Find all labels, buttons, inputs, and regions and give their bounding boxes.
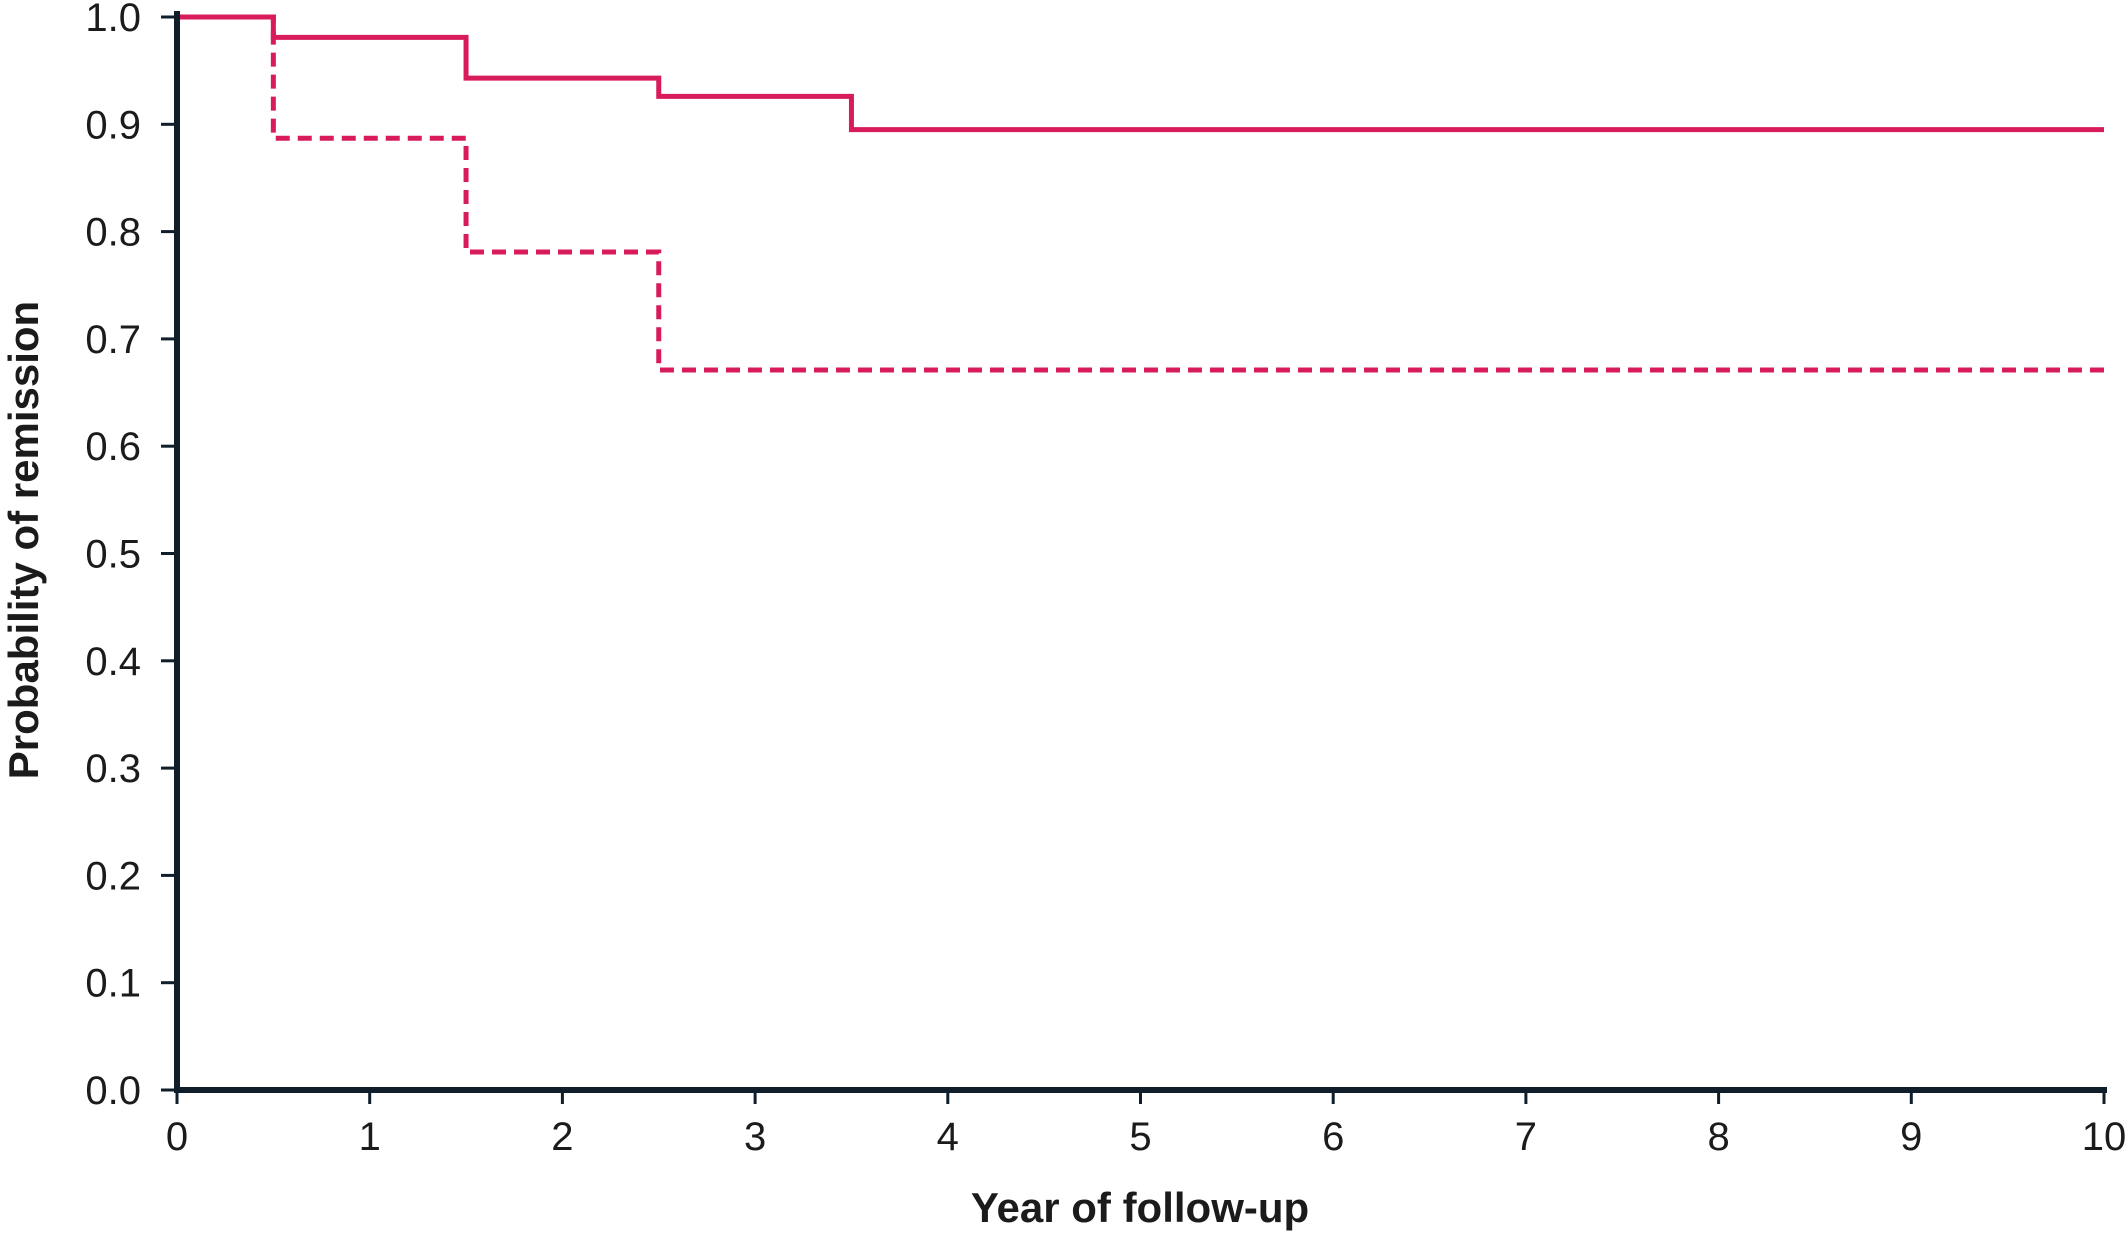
series-line-solid	[177, 14, 2104, 133]
x-axis-title: Year of follow-up	[971, 1184, 1309, 1231]
x-tick-label: 9	[1900, 1115, 1922, 1159]
y-tick-label: 0.4	[85, 640, 141, 684]
x-tick-label: 3	[744, 1115, 766, 1159]
x-tick-label: 4	[937, 1115, 959, 1159]
y-tick-label: 0.1	[85, 962, 141, 1006]
y-tick-label: 0.6	[85, 425, 141, 469]
y-axis-title: Probability of remission	[0, 301, 47, 779]
y-tick-label: 0.2	[85, 854, 141, 898]
y-tick-label: 0.5	[85, 533, 141, 577]
x-tick-label: 7	[1515, 1115, 1537, 1159]
x-tick-label: 5	[1129, 1115, 1151, 1159]
tick-layer: 0 1 2 3 4 5 6 7 8 9 10 0.0 0.1 0.2 0.3 0.4 0.5 0.6 0.7 0.8 0…	[85, 0, 2126, 1159]
series-line-dashed	[177, 14, 2104, 373]
y-tick-label: 0.0	[85, 1069, 141, 1113]
y-tick-label: 0.7	[85, 318, 141, 362]
x-tick-label: 1	[359, 1115, 381, 1159]
x-tick-label: 8	[1707, 1115, 1729, 1159]
x-tick-label: 10	[2082, 1115, 2127, 1159]
y-tick-label: 0.9	[85, 103, 141, 147]
y-tick-label: 1.0	[85, 0, 141, 40]
y-tick-label: 0.3	[85, 747, 141, 791]
x-tick-label: 0	[166, 1115, 188, 1159]
x-tick-label: 2	[551, 1115, 573, 1159]
series-layer	[177, 14, 2104, 373]
x-tick-label: 6	[1322, 1115, 1344, 1159]
y-tick-label: 0.8	[85, 211, 141, 255]
